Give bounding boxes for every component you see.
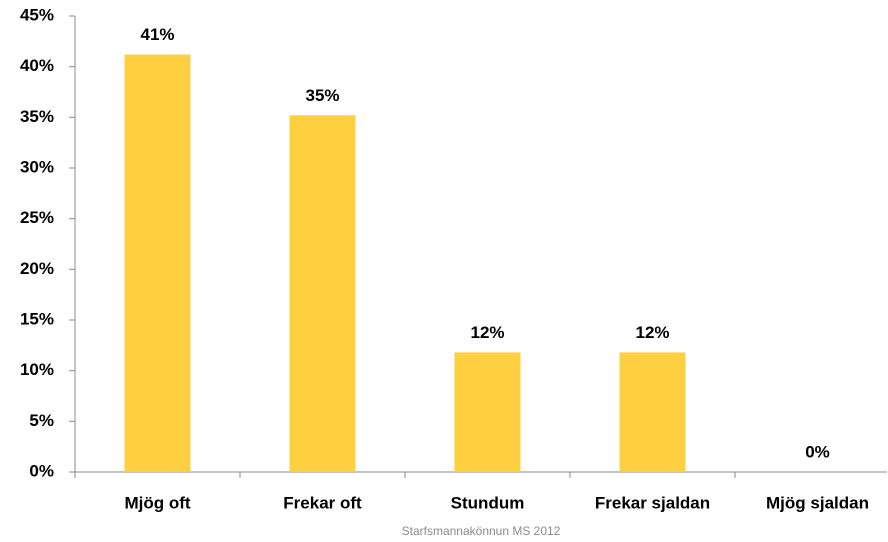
data-label: 12% bbox=[635, 323, 669, 342]
x-tick-label: Stundum bbox=[451, 493, 525, 512]
data-label: 0% bbox=[805, 442, 830, 461]
y-tick-label: 15% bbox=[20, 309, 54, 328]
x-tick-label: Mjög sjaldan bbox=[766, 493, 869, 512]
x-tick-label: Mjög oft bbox=[124, 493, 190, 512]
x-tick-label: Frekar sjaldan bbox=[595, 493, 710, 512]
data-label: 12% bbox=[470, 323, 504, 342]
y-tick-label: 40% bbox=[20, 56, 54, 75]
data-label: 41% bbox=[140, 25, 174, 44]
bar bbox=[619, 352, 686, 472]
bar bbox=[124, 54, 191, 473]
y-tick-label: 35% bbox=[20, 107, 54, 126]
y-tick-label: 20% bbox=[20, 259, 54, 278]
y-tick-label: 0% bbox=[29, 461, 54, 480]
x-tick-label: Frekar oft bbox=[283, 493, 362, 512]
y-tick-label: 45% bbox=[20, 5, 54, 24]
y-tick-label: 30% bbox=[20, 157, 54, 176]
y-tick-label: 10% bbox=[20, 360, 54, 379]
source-note: Starfsmannakönnun MS 2012 bbox=[402, 524, 561, 538]
y-tick-label: 25% bbox=[20, 208, 54, 227]
bar bbox=[454, 352, 521, 472]
bar bbox=[289, 115, 356, 472]
y-tick-label: 5% bbox=[29, 411, 54, 430]
data-label: 35% bbox=[305, 86, 339, 105]
